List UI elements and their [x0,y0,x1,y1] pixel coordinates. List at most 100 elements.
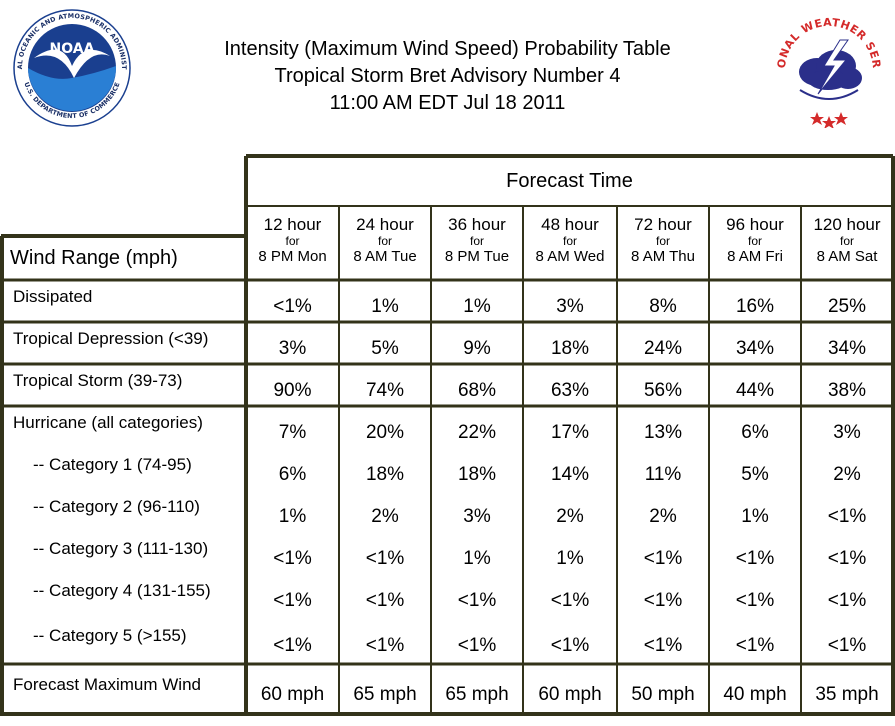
table-cell: <1% [735,590,775,611]
table-cell: 7% [278,422,307,443]
table-cell: <1% [827,506,867,527]
row-label: Dissipated [13,287,93,306]
column-when: 8 AM Fri [727,248,783,265]
forecast-time-header: Forecast Time [506,170,633,192]
table-cell: 3% [833,422,861,443]
table-cell: 5% [371,338,399,359]
column-header: 72 hour for 8 AM Thu [617,216,709,280]
noaa-logo: NOAA NATIONAL OCEANIC AND ATMOSPHERIC AD… [12,8,131,127]
column-for: for [469,234,484,248]
table-cell: 3% [556,296,584,317]
column-hours: 72 hour [634,215,692,234]
noaa-word: NOAA [50,41,95,57]
table-cell: 18% [457,464,497,485]
table-cell: 65 mph [353,684,417,705]
table-cell: 74% [365,380,405,401]
table-cell: 6% [278,464,307,485]
table-cell: 44% [735,380,775,401]
wind-range-header: Wind Range (mph) [10,247,178,269]
table-cell: 1% [741,506,769,527]
table-cell: 1% [278,506,307,527]
table-cell: <1% [365,590,405,611]
table-cell: 17% [550,422,590,443]
table-cell: 22% [457,422,497,443]
column-hours: 48 hour [541,215,599,234]
table-cell: 5% [741,464,769,485]
table-cell: 60 mph [538,684,602,705]
row-label: -- Category 5 (>155) [33,626,187,645]
table-cell: 2% [649,506,677,527]
table-cell: 24% [643,338,683,359]
table-cell: 63% [550,380,590,401]
row-label: -- Category 4 (131-155) [33,581,211,600]
column-when: 8 AM Thu [631,248,695,265]
table-cell: 3% [463,506,491,527]
table-cell: 1% [463,296,491,317]
column-for: for [839,234,854,248]
nws-logo: NATIONAL WEATHER SERVICE [770,8,883,128]
title-line-1: Intensity (Maximum Wind Speed) Probabili… [224,38,671,60]
column-for: for [747,234,762,248]
page-title: Intensity (Maximum Wind Speed) Probabili… [150,36,745,117]
table-cell: 20% [365,422,405,443]
header: NOAA NATIONAL OCEANIC AND ATMOSPHERIC AD… [0,0,895,150]
table-cell: 35 mph [815,684,879,705]
table-cell: 68% [457,380,497,401]
table-cell: 38% [827,380,867,401]
table-cell: <1% [735,635,775,656]
table-cell: <1% [273,296,312,317]
column-hours: 120 hour [813,215,881,234]
table-cell: 40 mph [723,684,787,705]
row-label: Hurricane (all categories) [13,413,203,432]
column-header: 12 hour for 8 PM Mon [246,216,339,280]
column-hours: 36 hour [448,215,506,234]
table-cell: 56% [643,380,683,401]
table-cell: 2% [833,464,861,485]
column-header: 48 hour for 8 AM Wed [523,216,617,280]
table-cell: 2% [371,506,399,527]
table-cell: 25% [827,296,867,317]
table-cell: 13% [643,422,683,443]
table-cell: <1% [735,548,775,569]
table-cell: 3% [278,338,307,359]
row-label: Forecast Maximum Wind [13,675,201,694]
table-cell: 8% [649,296,677,317]
table-cell: 90% [273,380,312,401]
table-cell: 18% [365,464,405,485]
row-label: -- Category 3 (111-130) [33,539,209,558]
column-when: 8 AM Wed [535,248,605,265]
table-cell: 65 mph [445,684,509,705]
table-cell: 34% [827,338,867,359]
table-cell: 6% [741,422,769,443]
table-cell: <1% [827,590,867,611]
table-cell: <1% [457,590,497,611]
table-cell: <1% [827,548,867,569]
table-cell: 11% [644,464,682,485]
column-for: for [655,234,670,248]
table-cell: <1% [365,635,405,656]
table-cell: 1% [371,296,399,317]
title-line-3: 11:00 AM EDT Jul 18 2011 [329,92,566,114]
column-header: 36 hour for 8 PM Tue [431,216,523,280]
table-cell: 14% [550,464,590,485]
column-for: for [562,234,577,248]
table-cell: 1% [556,548,584,569]
table-cell: <1% [550,635,590,656]
row-label: Tropical Storm (39-73) [13,371,183,390]
column-header: 96 hour for 8 AM Fri [709,216,801,280]
column-hours: 96 hour [726,215,784,234]
table-cell: <1% [273,548,312,569]
table-cell: 60 mph [260,684,325,705]
title-line-2: Tropical Storm Bret Advisory Number 4 [274,65,621,87]
column-header: 24 hour for 8 AM Tue [339,216,431,280]
column-header: 120 hour for 8 AM Sat [801,216,893,280]
table-cell: <1% [457,635,497,656]
column-when: 8 AM Tue [353,248,417,265]
table-cell: 9% [463,338,491,359]
table-cell: <1% [550,590,590,611]
column-hours: 12 hour [263,215,322,234]
column-for: for [285,234,300,248]
table-cell: 18% [550,338,590,359]
table-cell: <1% [273,590,312,611]
